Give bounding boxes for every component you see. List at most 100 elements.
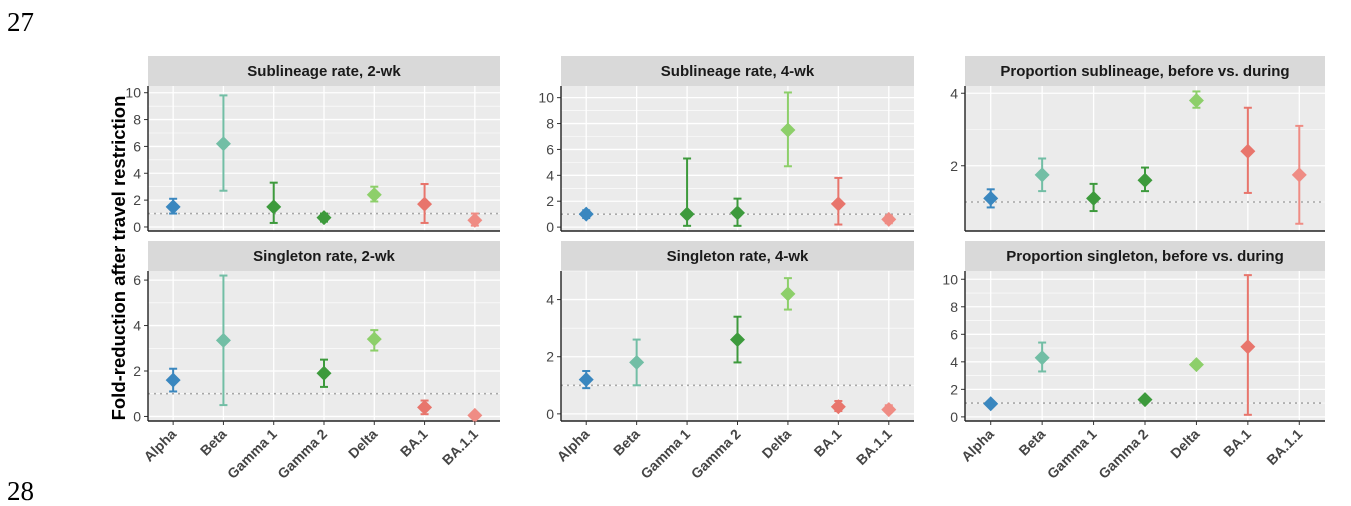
y-tick-label: 6 [133, 272, 141, 288]
point-marker [578, 372, 594, 388]
point-gamma-1 [1086, 182, 1102, 213]
y-tick-label: 8 [133, 112, 141, 128]
x-tick-label: Gamma 1 [637, 426, 693, 482]
point-marker [165, 372, 181, 388]
point-marker [1034, 350, 1050, 366]
point-gamma-2 [1137, 392, 1153, 408]
point-marker [165, 199, 181, 215]
point-marker [417, 399, 433, 415]
point-marker [266, 199, 282, 215]
y-tick-label: 8 [546, 116, 554, 132]
point-marker [215, 332, 231, 348]
point-delta [366, 185, 382, 203]
point-marker [780, 286, 796, 302]
x-tick-label: Gamma 1 [1044, 426, 1100, 482]
point-beta [215, 94, 231, 192]
point-alpha [578, 370, 594, 390]
point-marker [629, 354, 645, 370]
panel-strip [965, 56, 1325, 86]
point-marker [1188, 357, 1204, 373]
y-tick-label: 0 [133, 219, 141, 235]
y-tick-label: 4 [546, 167, 554, 183]
point-delta [366, 329, 382, 352]
point-marker [417, 196, 433, 212]
point-gamma-2 [730, 315, 745, 364]
y-tick-label: 0 [546, 219, 554, 235]
panel-strip [561, 241, 914, 271]
point-marker [730, 332, 745, 348]
y-tick-label: 2 [546, 349, 554, 365]
panel-proportion-singleton-before-vs-during: Proportion singleton, before vs. during 0… [942, 241, 1325, 482]
point-ba-1-1 [467, 407, 483, 423]
point-marker [1291, 167, 1307, 183]
panel-strip [148, 241, 500, 271]
x-tick-label: Beta [1015, 426, 1048, 459]
point-marker [730, 205, 745, 221]
x-tick-label: Delta [345, 426, 381, 462]
point-ba-1 [1240, 274, 1256, 416]
panel-strip [148, 56, 500, 86]
point-ba-1-1 [1291, 124, 1307, 225]
point-marker [983, 396, 999, 412]
x-tick-label: Alpha [958, 426, 997, 465]
panel-title: Sublineage rate, 2-wk [247, 63, 401, 80]
point-marker [881, 211, 897, 227]
x-tick-label: BA.1.1 [439, 426, 481, 468]
point-delta [1188, 357, 1204, 373]
y-tick-label: 2 [950, 381, 958, 397]
point-alpha [983, 396, 999, 412]
y-tick-label: 0 [546, 406, 554, 422]
panel-title: Proportion sublineage, before vs. during [1000, 63, 1289, 80]
x-tick-label: BA.1.1 [1263, 426, 1305, 468]
y-tick-label: 4 [950, 354, 958, 370]
x-tick-label: BA.1 [1220, 426, 1254, 460]
point-marker [366, 187, 382, 203]
point-marker [1086, 190, 1102, 206]
point-alpha [165, 197, 181, 215]
x-tick-label: Gamma 1 [224, 426, 280, 482]
point-gamma-1 [266, 181, 282, 224]
x-tick-label: Beta [610, 426, 643, 459]
point-alpha [578, 206, 594, 222]
panel-strip [561, 56, 914, 86]
point-marker [679, 206, 695, 222]
point-marker [467, 407, 483, 423]
point-delta [780, 91, 796, 168]
point-ba-1 [417, 183, 433, 224]
y-tick-label: 4 [546, 292, 554, 308]
x-tick-label: Gamma 2 [1095, 426, 1151, 482]
point-marker [1240, 143, 1256, 159]
y-tick-label: 4 [133, 318, 141, 334]
point-marker [1188, 93, 1204, 108]
y-tick-label: 0 [133, 408, 141, 424]
y-tick-label: 10 [942, 271, 958, 287]
page-number-top: 27 [7, 7, 34, 37]
point-marker [1240, 339, 1256, 355]
x-tick-label: BA.1 [397, 426, 431, 460]
point-marker [830, 196, 846, 212]
x-tick-label: Beta [197, 426, 230, 459]
point-marker [1137, 392, 1153, 408]
panel-sublineage-rate-4-wk: Sublineage rate, 4-wk 0 2 4 6 8 10 [538, 56, 914, 235]
y-tick-label: 2 [133, 363, 141, 379]
point-marker [578, 206, 594, 222]
point-ba-1 [417, 399, 433, 416]
point-delta [780, 277, 796, 311]
y-tick-label: 2 [133, 192, 141, 208]
x-tick-label: Delta [1167, 426, 1203, 462]
y-tick-label: 2 [950, 158, 958, 174]
point-marker [881, 402, 897, 418]
point-gamma-2 [730, 197, 745, 227]
point-gamma-1 [679, 157, 695, 227]
y-tick-label: 10 [538, 90, 554, 106]
point-marker [467, 212, 483, 228]
point-marker [983, 190, 999, 206]
point-beta [215, 274, 231, 407]
point-ba-1 [1240, 106, 1256, 194]
y-tick-label: 10 [125, 85, 141, 101]
panel-title: Singleton rate, 4-wk [667, 248, 809, 265]
y-tick-label: 4 [133, 165, 141, 181]
point-marker [780, 122, 796, 138]
point-gamma-2 [1137, 166, 1153, 193]
